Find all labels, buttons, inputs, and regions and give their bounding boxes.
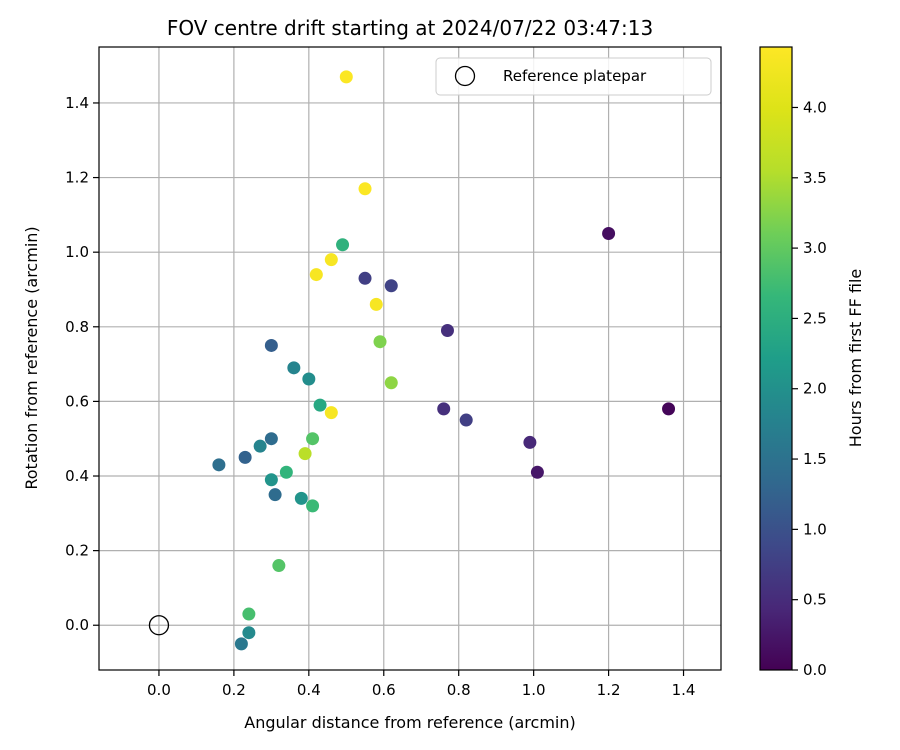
data-point	[358, 271, 372, 285]
colorbar-tick-label: 3.0	[803, 239, 827, 257]
data-point	[602, 227, 616, 241]
x-tick-label: 1.2	[597, 681, 621, 699]
legend: Reference platepar	[435, 57, 712, 96]
data-point	[234, 637, 248, 651]
colorbar-tick-label: 0.5	[803, 591, 827, 609]
data-point	[306, 432, 320, 446]
data-point	[336, 238, 350, 252]
grid	[99, 47, 721, 670]
colorbar-tick-label: 1.0	[803, 520, 827, 538]
legend-box	[435, 57, 712, 96]
x-axis-label: Angular distance from reference (arcmin)	[244, 713, 575, 732]
x-tick-label: 0.2	[222, 681, 246, 699]
y-tick-label: 0.2	[65, 542, 89, 560]
colorbar-tick-label: 3.5	[803, 169, 827, 187]
colorbar-tick-label: 4.0	[803, 98, 827, 116]
data-point	[437, 402, 451, 416]
data-point	[253, 439, 267, 453]
data-point	[662, 402, 676, 416]
colorbar	[759, 46, 793, 671]
reference-marker-group	[148, 615, 170, 636]
data-point	[268, 488, 282, 502]
data-point	[358, 182, 372, 196]
x-tick-label: 0.6	[372, 681, 396, 699]
data-point	[279, 465, 293, 479]
y-tick-label: 1.0	[65, 243, 89, 261]
data-point	[313, 398, 327, 412]
x-tick-label: 0.8	[447, 681, 471, 699]
data-point	[369, 297, 383, 311]
y-axis-label: Rotation from reference (arcmin)	[22, 226, 41, 489]
y-tick-label: 1.4	[65, 94, 89, 112]
data-point	[212, 458, 226, 472]
data-point	[264, 338, 278, 352]
data-point	[530, 465, 544, 479]
legend-reference-marker	[454, 65, 476, 87]
y-tick-label: 1.2	[65, 169, 89, 187]
x-tick-label: 0.4	[297, 681, 321, 699]
x-tick-label: 0.0	[147, 681, 171, 699]
data-point	[339, 70, 353, 84]
y-tick-label: 0.0	[65, 616, 89, 634]
data-point	[264, 432, 278, 446]
data-point	[298, 447, 312, 461]
data-point	[238, 450, 252, 464]
data-point	[309, 268, 323, 282]
colorbar-label: Hours from first FF file	[846, 269, 865, 448]
data-point	[373, 335, 387, 349]
x-axis-ticks: 0.0 0.2 0.4 0.6 0.8 1.0 1.2 1.4	[147, 670, 695, 699]
data-point	[242, 626, 256, 640]
colorbar-tick-label: 2.5	[803, 309, 827, 327]
y-tick-label: 0.8	[65, 318, 89, 336]
colorbar-tick-label: 0.0	[803, 661, 827, 679]
data-point	[306, 499, 320, 513]
plot-frame	[98, 46, 722, 671]
y-tick-label: 0.4	[65, 467, 89, 485]
y-tick-label: 0.6	[65, 392, 89, 410]
data-point	[384, 376, 398, 390]
chart-title: FOV centre drift starting at 2024/07/22 …	[167, 16, 653, 40]
colorbar-ticks: 0.0 0.5 1.0 1.5 2.0 2.5 3.0 3.5 4.0	[792, 98, 827, 679]
data-point	[264, 473, 278, 487]
colorbar-tick-label: 2.0	[803, 380, 827, 398]
data-point	[440, 324, 454, 338]
data-point	[459, 413, 473, 427]
data-points	[212, 70, 676, 651]
data-point	[272, 559, 286, 573]
x-tick-label: 1.4	[672, 681, 696, 699]
legend-label: Reference platepar	[503, 67, 647, 85]
data-point	[294, 491, 308, 505]
data-point	[384, 279, 398, 293]
data-point	[324, 253, 338, 267]
data-point	[287, 361, 301, 375]
colorbar-tick-label: 1.5	[803, 450, 827, 468]
data-point	[523, 435, 537, 449]
y-axis-ticks: 0.0 0.2 0.4 0.6 0.8 1.0 1.2 1.4	[65, 94, 99, 634]
x-tick-label: 1.0	[522, 681, 546, 699]
data-point	[242, 607, 256, 621]
data-point	[324, 406, 338, 420]
reference-platepar-marker	[148, 615, 170, 636]
data-point	[302, 372, 316, 386]
